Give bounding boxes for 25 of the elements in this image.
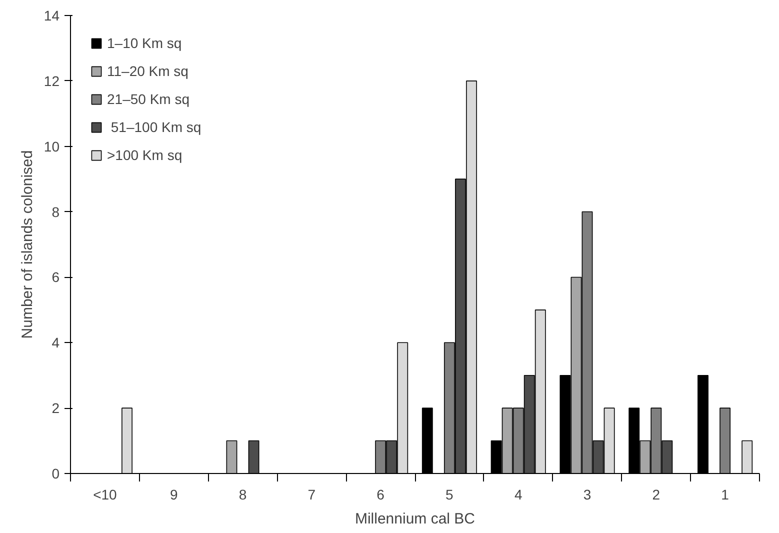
y-tick-label: 4 (52, 334, 60, 351)
x-tick-label: 8 (238, 486, 247, 502)
legend-label: 21–50 Km sq (107, 91, 190, 107)
legend-label: >100 Km sq (107, 147, 182, 163)
y-tick-label: 8 (52, 204, 60, 220)
legend-label: 11–20 Km sq (107, 63, 188, 79)
x-tick-label: 6 (376, 486, 385, 502)
x-tick-label: 5 (446, 486, 454, 502)
legend-label: 1–10 Km sq (107, 35, 182, 51)
x-tick-label: 2 (652, 486, 660, 502)
legend-label: 51–100 Km sq (110, 119, 202, 135)
x-tick-label: 4 (514, 486, 522, 502)
y-tick-label: 0 (52, 466, 60, 482)
y-tick-label: 2 (52, 400, 60, 416)
x-tick-label: 9 (170, 486, 178, 502)
y-tick-label: 12 (44, 72, 60, 89)
y-tick-label: 10 (44, 138, 60, 154)
x-axis-title: Millennium cal BC (354, 510, 476, 528)
x-tick-label: 1 (721, 486, 730, 502)
y-axis-title: Number of islands colonised (18, 150, 36, 339)
x-tick-label: 3 (583, 486, 592, 502)
y-tick-label: 14 (44, 8, 60, 24)
x-tick-label: 7 (308, 486, 316, 502)
x-tick-label: <10 (93, 486, 118, 502)
y-tick-label: 6 (52, 269, 60, 286)
